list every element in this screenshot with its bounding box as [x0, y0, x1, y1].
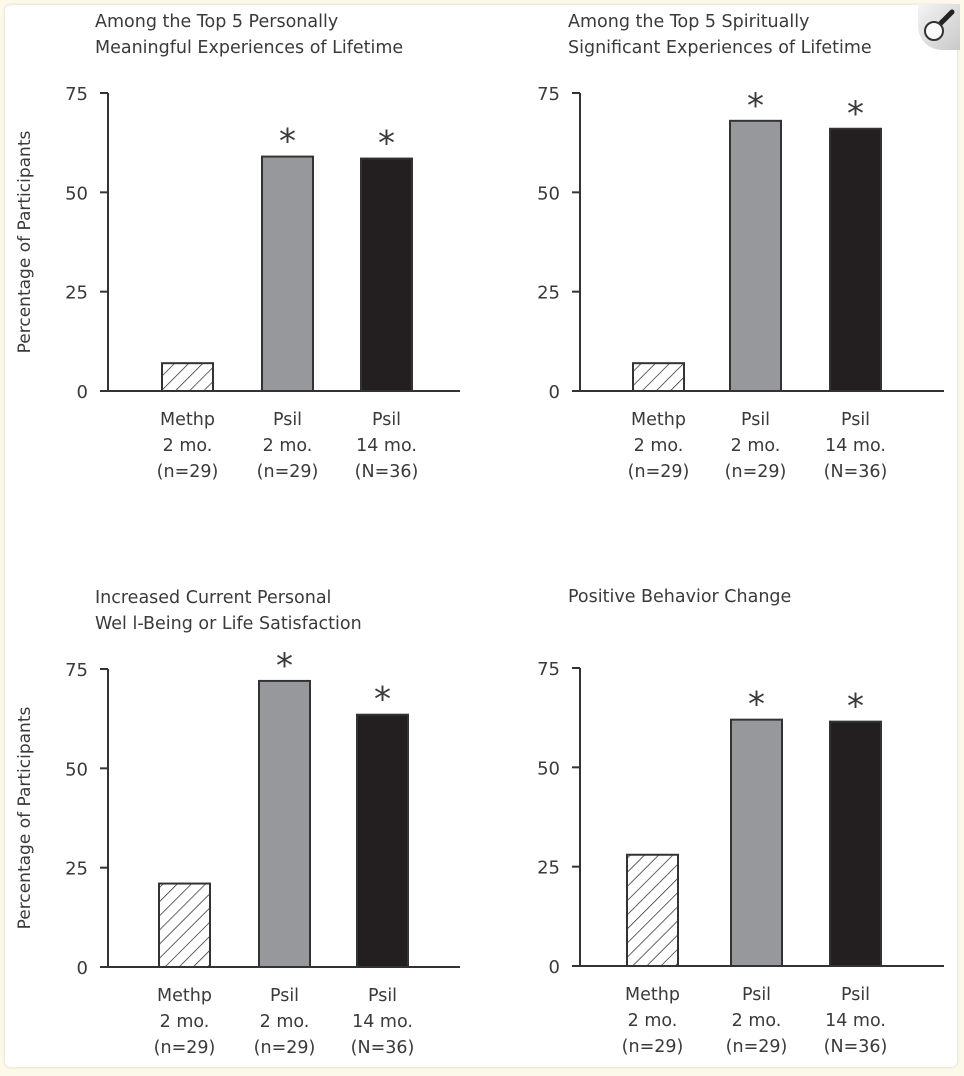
x-category-label: Psil — [741, 410, 770, 430]
chart-title: Meaningful Experiences of Lifetime — [95, 38, 403, 58]
bar-2 — [729, 119, 782, 393]
bar-3 — [829, 127, 882, 392]
x-category-label: (n=29) — [254, 1038, 316, 1058]
x-category-label: (n=29) — [257, 462, 319, 482]
zoom-button[interactable] — [914, 4, 960, 50]
x-category-label: (n=29) — [154, 1038, 216, 1058]
significance-marker: * — [378, 124, 395, 164]
y-tick-label: 50 — [537, 183, 560, 204]
bar-2 — [261, 155, 314, 392]
chart-title: Positive Behavior Change — [568, 587, 791, 607]
bar-chart-2: Among the Top 5 Spiritually Significant E… — [537, 12, 944, 482]
y-tick-label: 25 — [65, 859, 88, 880]
y-tick-label: 0 — [549, 382, 560, 403]
x-category-label: 14 mo. — [352, 1012, 413, 1032]
x-category-label: 2 mo. — [263, 436, 313, 456]
y-tick-label: 50 — [65, 759, 88, 780]
chart-title: Among the Top 5 Personally — [95, 12, 338, 32]
x-category-label: Psil — [372, 410, 401, 430]
significance-marker: * — [276, 646, 293, 686]
x-category-label: (N=36) — [824, 462, 888, 482]
x-category-label: Psil — [270, 986, 299, 1006]
chart-title: Increased Current Personal — [95, 588, 331, 608]
x-category-label: 2 mo. — [731, 436, 781, 456]
y-tick-label: 25 — [537, 283, 560, 304]
bar-1 — [632, 362, 685, 393]
significance-marker: * — [374, 680, 391, 720]
y-tick-label: 0 — [549, 957, 560, 978]
bar-3 — [360, 157, 413, 392]
significance-marker: * — [847, 94, 864, 134]
bar-1 — [158, 882, 211, 968]
x-category-label: 2 mo. — [160, 1012, 210, 1032]
x-category-label: Methp — [160, 410, 215, 430]
bar-2 — [730, 718, 783, 967]
x-category-label: (n=29) — [157, 462, 219, 482]
y-tick-label: 0 — [77, 382, 88, 403]
magnifier-icon — [918, 4, 960, 50]
bar-chart-3: Increased Current Personal Wel l-Being or… — [15, 588, 460, 1058]
y-tick-label: 25 — [65, 283, 88, 304]
x-category-label: 14 mo. — [825, 436, 886, 456]
x-category-label: 2 mo. — [628, 1011, 678, 1031]
x-category-label: Psil — [368, 986, 397, 1006]
y-tick-label: 75 — [537, 84, 560, 105]
chart-title: Significant Experiences of Lifetime — [568, 38, 872, 58]
x-category-label: 14 mo. — [825, 1011, 886, 1031]
x-category-label: 2 mo. — [634, 436, 684, 456]
x-category-label: Methp — [625, 985, 680, 1005]
significance-marker: * — [747, 86, 764, 126]
y-tick-label: 50 — [65, 183, 88, 204]
y-tick-label: 75 — [65, 660, 88, 681]
y-tick-label: 75 — [65, 84, 88, 105]
x-category-label: 14 mo. — [356, 436, 417, 456]
bar-2 — [258, 679, 311, 968]
y-tick-label: 0 — [77, 958, 88, 979]
bar-3 — [356, 713, 409, 969]
x-category-label: Psil — [841, 985, 870, 1005]
chart-title: Wel l-Being or Life Satisfaction — [95, 614, 362, 634]
x-category-label: Methp — [631, 410, 686, 430]
x-category-label: Psil — [742, 985, 771, 1005]
y-tick-label: 25 — [537, 858, 560, 879]
x-category-label: Methp — [157, 986, 212, 1006]
bar-3 — [829, 720, 882, 968]
significance-marker: * — [847, 687, 864, 727]
x-category-label: (n=29) — [622, 1037, 684, 1057]
x-category-label: 2 mo. — [163, 436, 213, 456]
bar-1 — [626, 853, 679, 967]
x-category-label: (N=36) — [355, 462, 419, 482]
bar-chart-1: Among the Top 5 Personally Meaningful Exp… — [15, 12, 460, 482]
y-axis-label: Percentage of Participants — [15, 131, 35, 354]
x-category-label: (N=36) — [351, 1038, 415, 1058]
x-category-label: (n=29) — [725, 462, 787, 482]
y-axis-label: Percentage of Participants — [15, 707, 35, 930]
significance-marker: * — [279, 122, 296, 162]
x-category-label: (N=36) — [824, 1037, 888, 1057]
y-tick-label: 75 — [537, 659, 560, 680]
x-category-label: 2 mo. — [260, 1012, 310, 1032]
significance-marker: * — [748, 685, 765, 725]
chart-title: Among the Top 5 Spiritually — [568, 12, 809, 32]
y-tick-label: 50 — [537, 758, 560, 779]
x-category-label: Psil — [841, 410, 870, 430]
x-category-label: (n=29) — [726, 1037, 788, 1057]
bar-chart-4: Positive Behavior Change 0 25 50 75 Methp 2 mo… — [537, 587, 944, 1057]
bar-1 — [161, 362, 214, 393]
x-category-label: Psil — [273, 410, 302, 430]
x-category-label: 2 mo. — [732, 1011, 782, 1031]
x-category-label: (n=29) — [628, 462, 690, 482]
